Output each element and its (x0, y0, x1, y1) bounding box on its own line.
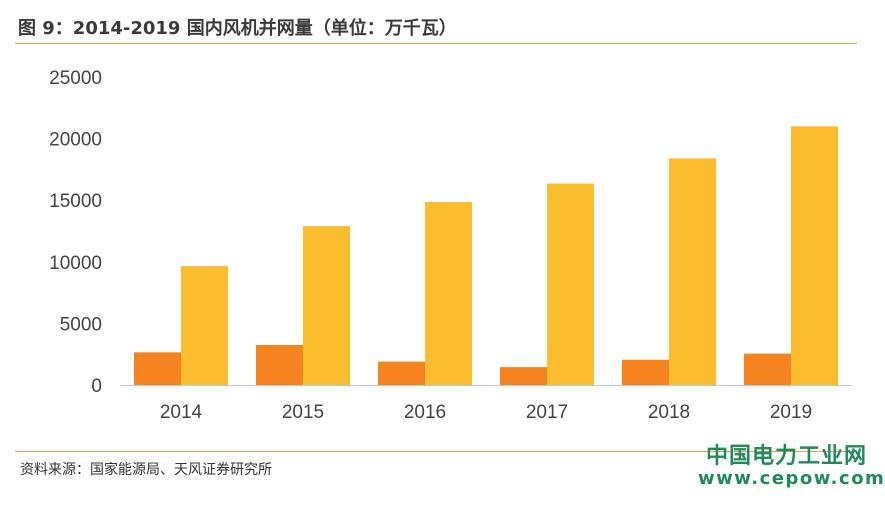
x-tick-label: 2017 (526, 402, 568, 423)
bar-series-2-2017 (547, 183, 594, 385)
y-tick-label: 5000 (60, 314, 102, 335)
title-divider (15, 43, 857, 44)
page-title: 图 9：2014-2019 国内风机并网量（单位：万千瓦） (18, 18, 457, 39)
footer-divider (15, 451, 857, 452)
x-tick-label: 2016 (404, 402, 446, 423)
watermark-logo-cn: 中国电力工业网 (706, 444, 868, 469)
bar-series-1-2016 (378, 361, 425, 385)
bar-series-1-2014 (134, 352, 181, 385)
y-tick-label: 20000 (49, 130, 102, 151)
x-tick-label: 2015 (282, 402, 324, 423)
watermark-logo-url: www.cepow.com (698, 468, 885, 489)
bars (134, 126, 838, 385)
bar-series-2-2019 (791, 126, 838, 385)
bar-series-1-2015 (256, 344, 303, 385)
bar-series-2-2018 (669, 158, 716, 385)
y-tick-label: 25000 (49, 68, 102, 89)
bar-series-2-2015 (303, 226, 350, 385)
x-tick-label: 2014 (160, 402, 203, 423)
source-note: 资料来源：国家能源局、天风证券研究所 (20, 462, 272, 478)
y-tick-label: 0 (91, 376, 102, 397)
y-axis-ticks: 0 5000 10000 15000 20000 25000 (49, 68, 102, 397)
x-axis-ticks: 2014 2015 2016 2017 2018 2019 (160, 402, 812, 423)
x-tick-label: 2018 (648, 402, 690, 423)
bar-series-1-2017 (500, 367, 547, 385)
x-tick-label: 2019 (770, 402, 812, 423)
y-tick-label: 10000 (49, 253, 102, 274)
bar-series-1-2019 (744, 353, 791, 385)
bar-series-1-2018 (622, 359, 669, 385)
y-tick-label: 15000 (49, 191, 102, 212)
bar-series-2-2014 (181, 266, 228, 385)
bar-series-2-2016 (425, 202, 472, 385)
